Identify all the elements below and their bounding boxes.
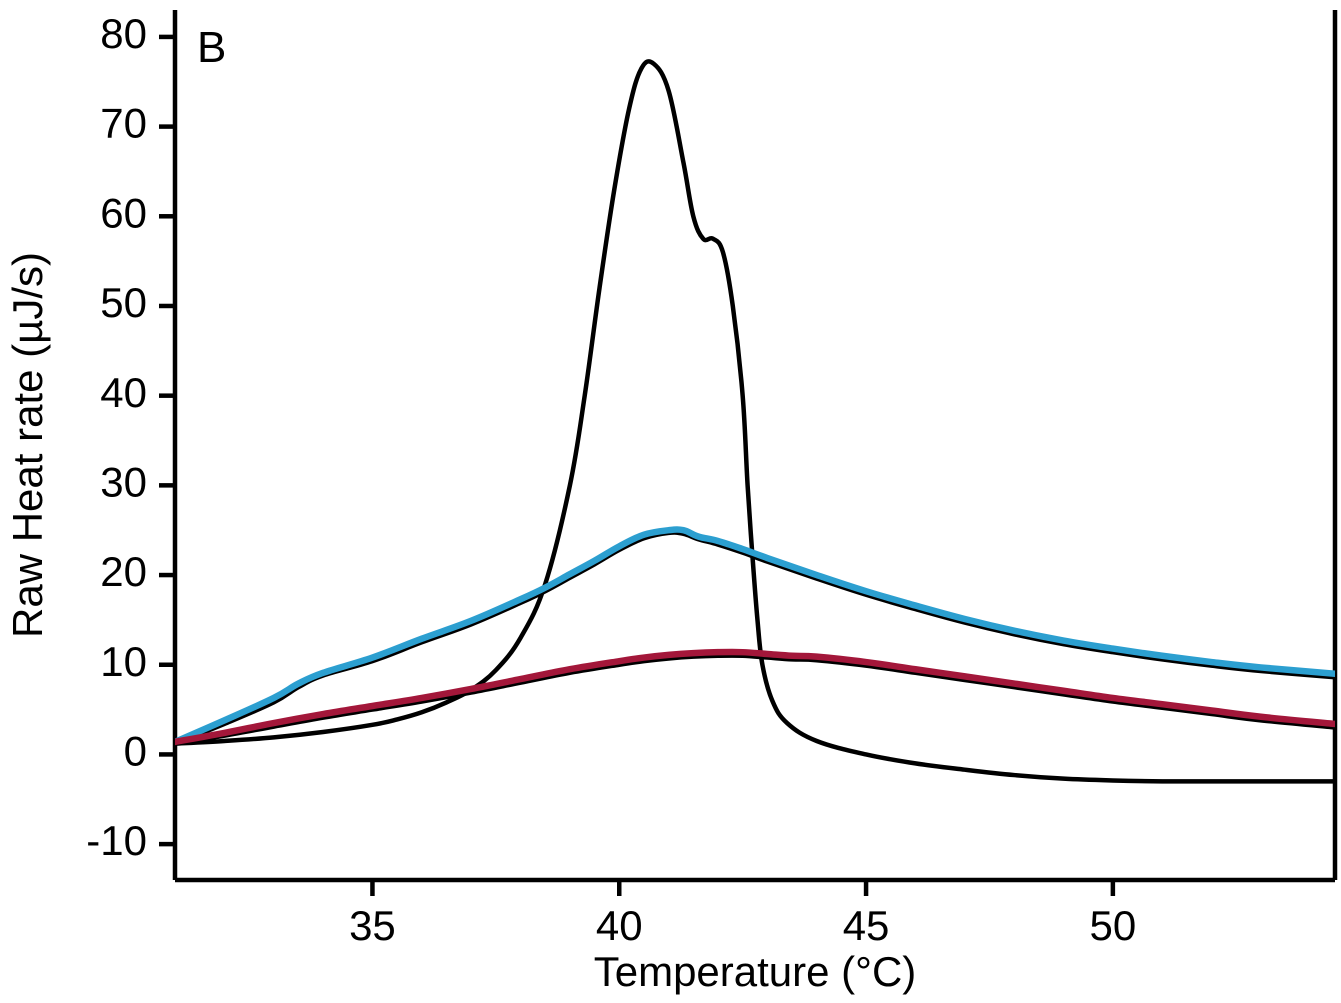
series-black-peak <box>175 61 1335 781</box>
y-tick-label: 70 <box>100 100 147 147</box>
y-tick-label: 30 <box>100 458 147 505</box>
panel-label: B <box>197 23 226 72</box>
y-axis-label: Raw Heat rate (µJ/s) <box>4 252 51 638</box>
y-tick-label: 40 <box>100 369 147 416</box>
chart-svg: 35 40 45 50 -10 0 10 20 30 40 50 60 70 80 Temperature … <box>0 0 1341 998</box>
y-tick-label: -10 <box>86 817 147 864</box>
x-tick-label: 45 <box>843 902 890 949</box>
x-tick-label: 35 <box>349 902 396 949</box>
x-tick-label: 50 <box>1090 902 1137 949</box>
y-tick-label: 10 <box>100 638 147 685</box>
plot-area <box>175 61 1335 781</box>
x-axis-label: Temperature (°C) <box>594 948 917 995</box>
x-tick-label: 40 <box>596 902 643 949</box>
y-tick-label: 20 <box>100 548 147 595</box>
y-tick-label: 50 <box>100 279 147 326</box>
y-tick-label: 60 <box>100 189 147 236</box>
chart-container: 35 40 45 50 -10 0 10 20 30 40 50 60 70 80 Temperature … <box>0 0 1341 1003</box>
y-tick-label: 80 <box>100 10 147 57</box>
y-tick-label: 0 <box>124 728 147 775</box>
